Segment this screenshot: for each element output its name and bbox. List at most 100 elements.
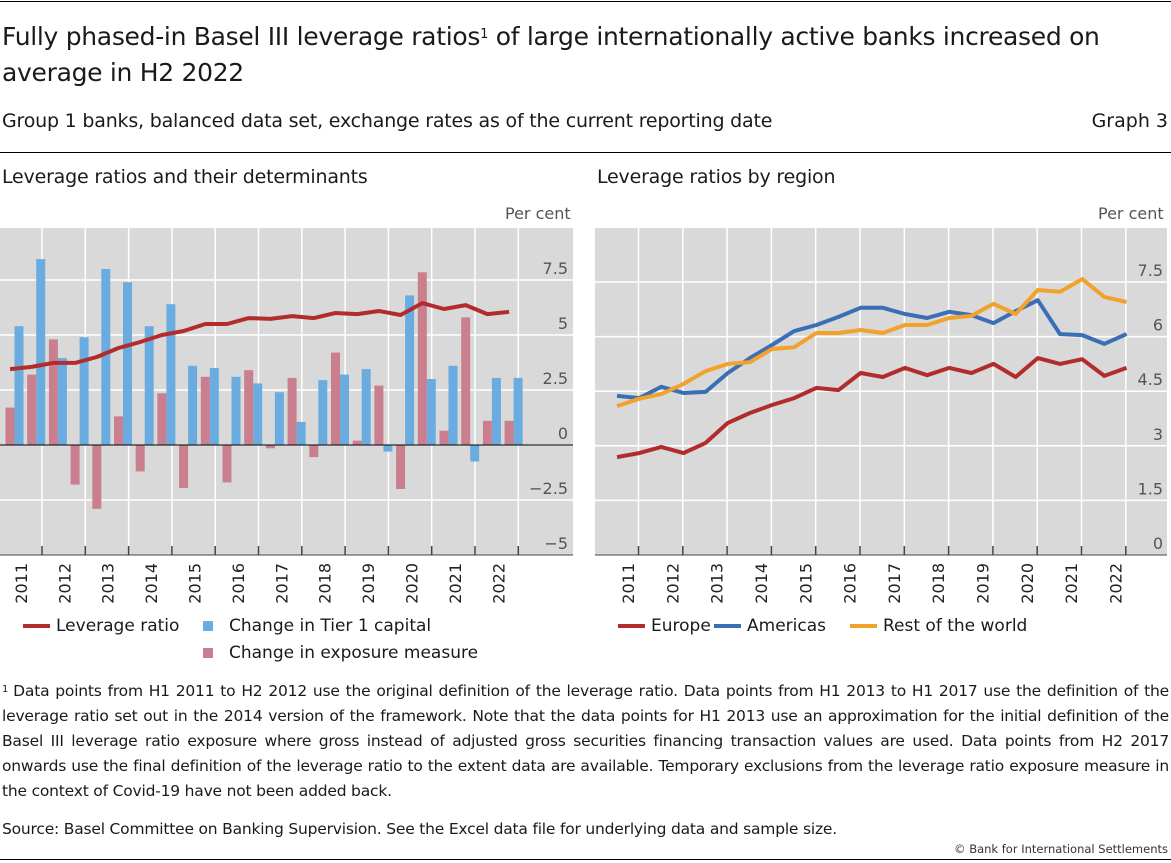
left-ytick-label: −2.5 — [529, 479, 568, 498]
left-bar-tier1 — [405, 295, 415, 445]
right-xtick-label: 2015 — [796, 563, 815, 604]
right-xtick-label: 2016 — [841, 563, 860, 604]
title-footnote-ref: 1 — [480, 27, 489, 42]
left-bar-exposure — [309, 445, 319, 458]
bottom-rule — [0, 859, 1171, 860]
legend-swatch-tier1 — [203, 621, 213, 631]
legend-swatch-exposure — [203, 648, 213, 658]
footnote: 1 Data points from H1 2011 to H2 2012 use… — [2, 679, 1169, 804]
right-panel-title: Leverage ratios by region — [597, 166, 836, 188]
left-bar-exposure — [374, 385, 384, 445]
right-line-europe — [616, 356, 1128, 460]
footnote-text: Data points from H1 2011 to H2 2012 use … — [2, 682, 1169, 800]
left-bar-tier1 — [79, 337, 89, 445]
graph-subtitle: Group 1 banks, balanced data set, exchan… — [2, 110, 773, 132]
right-ytick-label: 4.5 — [1138, 370, 1163, 389]
right-line-rest_of_world — [616, 277, 1127, 408]
left-bar-exposure — [244, 370, 254, 445]
right-xtick-label: 2019 — [973, 563, 992, 604]
left-xtick-label: 2019 — [359, 563, 378, 604]
right-ytick-label: 3 — [1153, 425, 1163, 444]
left-bar-tier1 — [513, 377, 523, 445]
legend-swatch-rest-of-world — [850, 624, 877, 628]
left-bar-exposure — [135, 445, 145, 472]
left-bar-exposure — [114, 416, 123, 445]
left-bar-exposure — [200, 376, 210, 445]
left-bar-tier1 — [166, 304, 176, 445]
left-bar-exposure — [439, 430, 449, 445]
left-bar-tier1 — [14, 326, 24, 445]
right-chart: 7.5 6 4.5 3 1.5 0 2011 2012 2013 2014 2015 2016 2017… — [595, 228, 1167, 604]
left-xtick-label: 2021 — [446, 563, 465, 604]
left-ytick-label: 7.5 — [543, 259, 568, 278]
left-bar-exposure — [265, 445, 275, 449]
left-bar-exposure — [504, 420, 514, 445]
right-xtick-label: 2018 — [929, 563, 948, 604]
right-xtick-label: 2013 — [708, 563, 727, 604]
legend-item-exposure: Change in exposure measure — [203, 643, 478, 663]
legend-item-tier1: Change in Tier 1 capital — [203, 616, 431, 636]
left-bar-exposure — [482, 420, 492, 445]
graph-title: Fully phased-in Basel III leverage ratio… — [2, 19, 1102, 91]
left-panel-title: Leverage ratios and their determinants — [2, 166, 368, 188]
left-bar-exposure — [396, 445, 406, 489]
top-rule — [0, 1, 1171, 2]
left-bar-tier1 — [318, 380, 328, 445]
left-xtick-label: 2018 — [316, 563, 335, 604]
left-line-leverage_ratio — [9, 301, 510, 372]
left-bar-exposure — [331, 352, 340, 445]
legend-label: Change in exposure measure — [229, 643, 479, 663]
left-bar-tier1 — [144, 326, 154, 445]
legend-label: Leverage ratio — [56, 616, 180, 636]
right-xtick-label: 2014 — [752, 563, 771, 604]
header-rule — [0, 152, 1171, 153]
left-xtick-label: 2015 — [185, 563, 204, 604]
left-bar-tier1 — [383, 445, 393, 452]
graph-number: Graph 3 — [1091, 110, 1168, 132]
footnote-marker: 1 — [2, 684, 9, 695]
title-text-1: Fully phased-in Basel III leverage ratio… — [2, 22, 481, 51]
left-bar-tier1 — [123, 282, 132, 445]
legend-item-americas: Americas — [714, 616, 826, 636]
right-ytick-label: 0 — [1153, 534, 1163, 553]
left-bar-tier1 — [274, 392, 284, 445]
left-bar-exposure — [222, 445, 232, 483]
right-ytick-label: 7.5 — [1138, 261, 1163, 280]
right-xtick-label: 2011 — [619, 563, 638, 604]
left-bar-tier1 — [296, 421, 306, 445]
copyright: © Bank for International Settlements — [954, 842, 1168, 856]
left-xtick-label: 2012 — [55, 563, 74, 604]
left-bar-tier1 — [36, 259, 46, 445]
right-xtick-label: 2020 — [1018, 563, 1037, 604]
left-bar-exposure — [352, 440, 362, 445]
left-bar-tier1 — [448, 365, 458, 445]
left-ytick-label: 0 — [558, 424, 568, 443]
right-xtick-label: 2012 — [663, 563, 682, 604]
left-xtick-label: 2011 — [12, 563, 31, 604]
left-bar-exposure — [417, 272, 427, 445]
left-chart: 7.5 5 2.5 0 −2.5 −5 2011 2012 2013 2014 2015 2016 20… — [0, 228, 573, 604]
legend-swatch-americas — [714, 624, 741, 628]
right-xtick-label: 2017 — [885, 563, 904, 604]
left-bar-tier1 — [470, 445, 480, 462]
left-bar-exposure — [5, 407, 15, 445]
left-ytick-label: −5 — [544, 534, 568, 553]
left-bar-tier1 — [361, 369, 371, 445]
title-text-2: of large internationally active banks in… — [2, 22, 1100, 87]
legend-label: Europe — [651, 616, 711, 636]
left-xtick-label: 2022 — [489, 563, 508, 604]
legend-item-europe: Europe — [618, 616, 711, 636]
left-bar-tier1 — [57, 358, 67, 445]
legend-label: Americas — [747, 616, 826, 636]
right-xtick-label: 2022 — [1106, 563, 1125, 604]
legend-label: Change in Tier 1 capital — [229, 616, 432, 636]
right-xtick-label: 2021 — [1062, 563, 1081, 604]
left-bar-exposure — [92, 445, 102, 509]
left-bar-exposure — [157, 393, 167, 445]
left-bar-tier1 — [209, 368, 219, 445]
left-bar-tier1 — [188, 365, 198, 445]
source-note: Source: Basel Committee on Banking Super… — [2, 820, 837, 838]
right-ytick-label: 1.5 — [1138, 479, 1163, 498]
left-xtick-label: 2017 — [272, 563, 291, 604]
